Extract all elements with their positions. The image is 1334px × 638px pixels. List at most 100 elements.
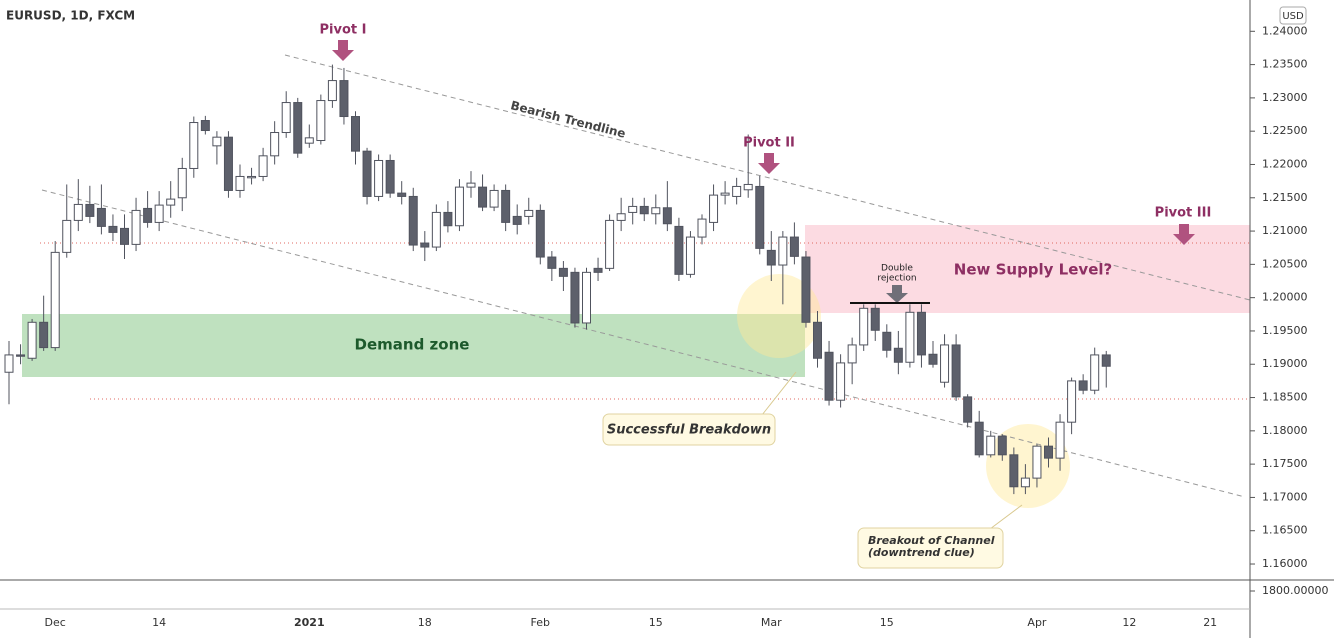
trendline [284, 54, 1251, 301]
y-tick-label: 1.21000 [1262, 224, 1308, 237]
candle-body [454, 186, 464, 227]
zone-label: New Supply Level? [954, 261, 1112, 279]
x-tick-label: Mar [761, 616, 782, 629]
callout-label: Successful Breakdown [607, 423, 771, 438]
candle-body [4, 354, 14, 373]
candle-body [662, 207, 672, 225]
candle-body [824, 351, 834, 401]
candle-body [408, 195, 418, 246]
candle-body [397, 192, 407, 197]
x-tick-label: 18 [418, 616, 432, 629]
candle-body [131, 209, 141, 245]
arrow [1173, 224, 1195, 245]
y-tick-label: 1.16500 [1262, 524, 1308, 537]
candle-body [1032, 445, 1042, 479]
trendline-label: Bearish Trendline [509, 98, 627, 141]
candle-body [212, 136, 222, 147]
candle-body [905, 311, 915, 363]
candles [4, 64, 1111, 495]
candle-body [189, 122, 199, 169]
candle-body [1020, 477, 1030, 488]
candle-body [628, 205, 638, 213]
candle-body [316, 100, 326, 142]
candle-body [154, 204, 164, 223]
candle-body [940, 344, 950, 383]
candle-body [847, 344, 857, 364]
candle-body [801, 256, 811, 323]
candle-body [1101, 354, 1111, 367]
callout-label: (downtrend clue) [868, 546, 975, 559]
candle-body [709, 194, 719, 223]
y-tick-label: 1.20500 [1262, 257, 1308, 270]
zone-label: Demand zone [355, 336, 470, 354]
y-tick-label: 1.16000 [1262, 557, 1308, 570]
y-tick-label: 1.19500 [1262, 324, 1308, 337]
callout [602, 413, 776, 446]
candle-body [558, 267, 568, 277]
y-tick-label: 1.18000 [1262, 424, 1308, 437]
y-tick-label: 1800.00000 [1262, 584, 1328, 597]
candle-body [1067, 380, 1077, 423]
x-tick-label: 14 [152, 616, 166, 629]
note-label: Double [881, 264, 913, 274]
candle-body [362, 150, 372, 197]
candle-body [200, 120, 210, 132]
candle-body [997, 435, 1007, 456]
candle-body [478, 186, 488, 208]
candle-body [813, 321, 822, 359]
candle-body [293, 102, 303, 154]
candle-body [732, 185, 742, 197]
highlight-circle [737, 274, 821, 358]
currency-label: USD [1282, 11, 1304, 22]
candle-body [674, 225, 684, 275]
candle-body [570, 271, 580, 324]
candle-body [351, 116, 360, 152]
candle-body [431, 211, 441, 248]
candle-body [281, 102, 291, 134]
x-tick-label: 21 [1203, 616, 1217, 629]
candle-body [639, 205, 649, 215]
chart-title: EURUSD, 1D, FXCM [6, 9, 135, 23]
candle-body [443, 211, 453, 227]
x-tick-label: Dec [45, 616, 66, 629]
y-tick-label: 1.22500 [1262, 124, 1308, 137]
candle-body [143, 207, 153, 223]
supply-zone [805, 225, 1250, 313]
currency-box [1279, 6, 1307, 25]
pivot-label: Pivot II [743, 136, 795, 151]
y-tick-label: 1.24000 [1262, 24, 1308, 37]
candle-body [304, 137, 314, 144]
candle-body [916, 311, 926, 356]
candle-body [593, 267, 603, 273]
drawings [22, 54, 1251, 508]
candle-body [489, 189, 499, 208]
arrow [332, 40, 354, 61]
x-tick-label: 2021 [294, 616, 325, 629]
candle-body [120, 227, 129, 245]
candle-body [743, 183, 753, 191]
candle-body [177, 167, 187, 199]
candle-body [512, 215, 522, 225]
y-tick-label: 1.19000 [1262, 357, 1308, 370]
candle-body [501, 189, 511, 223]
candle-body [270, 132, 280, 157]
y-tick-label: 1.17000 [1262, 490, 1308, 503]
candle-body [1078, 380, 1088, 391]
y-tick-label: 1.23000 [1262, 91, 1308, 104]
candle-body [859, 307, 869, 346]
pivot-label: Pivot III [1155, 206, 1212, 221]
y-tick-label: 1.22000 [1262, 157, 1308, 170]
candle-body [974, 421, 984, 456]
candle-body [986, 435, 996, 456]
candle-body [882, 331, 892, 351]
x-tick-label: 15 [880, 616, 894, 629]
candle-body [582, 271, 591, 324]
candle-body [1044, 445, 1053, 459]
candle-body [616, 213, 626, 221]
callout-pointer [989, 504, 1023, 530]
candle-body [893, 347, 903, 363]
candle-body [778, 236, 788, 266]
x-tick-label: Apr [1027, 616, 1047, 629]
candle-body [339, 80, 349, 118]
